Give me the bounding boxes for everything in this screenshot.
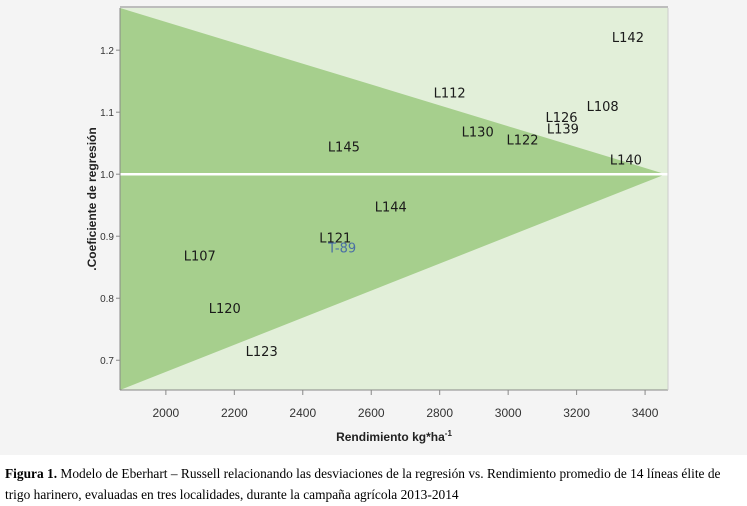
y-tick-label: 1.1 <box>100 108 114 119</box>
x-tick-label: 3200 <box>563 406 590 420</box>
y-tick-label: 0.9 <box>100 232 114 243</box>
point-label-l126: L126 <box>546 111 578 126</box>
caption-text: Modelo de Eberhart – Russell relacionand… <box>5 466 721 502</box>
point-label-l107: L107 <box>184 249 216 264</box>
point-label-l121: L121 <box>319 231 351 246</box>
x-tick-label: 3000 <box>495 406 522 420</box>
point-label-l130: L130 <box>462 125 494 140</box>
x-axis-label: Rendimiento kg*ha-1 <box>336 429 452 444</box>
point-label-l139: L139 <box>547 122 579 137</box>
point-label-l145: L145 <box>328 140 360 155</box>
x-tick-label: 2400 <box>289 406 316 420</box>
y-axis-label: .Coeficiente de regresión <box>85 127 99 270</box>
point-label-l122: L122 <box>506 133 538 148</box>
point-label-l120: L120 <box>209 302 241 317</box>
lower-confidence-triangle <box>120 174 666 390</box>
chart: 2000 2200 2400 2600 2800 3000 3200 3400 0.7 0.8 0.… <box>0 0 747 455</box>
x-tick-label: 2600 <box>358 406 385 420</box>
x-axis-label-superscript: -1 <box>445 429 453 438</box>
y-tick-label: 1.0 <box>100 170 114 181</box>
x-tick-label: 2200 <box>221 406 248 420</box>
y-tick-label: 1.2 <box>100 46 114 57</box>
x-tick-label: 2800 <box>426 406 453 420</box>
y-tick-label: 0.8 <box>100 294 114 305</box>
point-label-t-89: T-89 <box>327 241 356 256</box>
point-label-l142: L142 <box>612 31 644 46</box>
caption-label: Figura 1. <box>5 466 58 481</box>
y-tick-label: 0.7 <box>100 356 114 367</box>
figure-caption: Figura 1. Modelo de Eberhart – Russell r… <box>5 463 745 505</box>
x-tick-label: 2000 <box>153 406 180 420</box>
x-tick-label: 3400 <box>632 406 659 420</box>
upper-confidence-triangle <box>120 8 666 175</box>
point-label-l108: L108 <box>587 100 619 115</box>
point-label-l123: L123 <box>246 345 278 360</box>
point-label-l144: L144 <box>375 200 407 215</box>
point-label-l112: L112 <box>434 86 466 101</box>
point-label-l140: L140 <box>610 153 642 168</box>
